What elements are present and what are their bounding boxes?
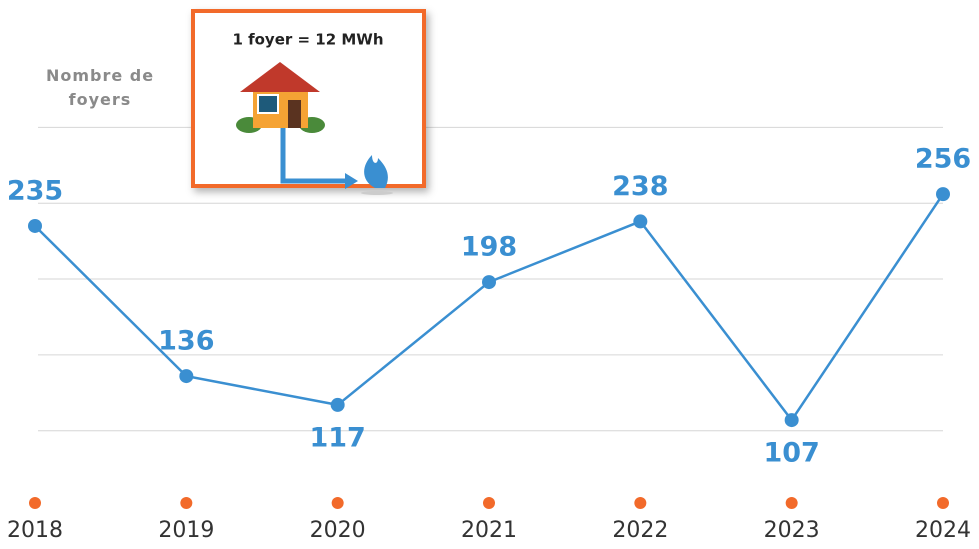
x-marker (483, 497, 495, 509)
point (331, 398, 345, 412)
point (936, 187, 950, 201)
point (633, 214, 647, 228)
data-label: 198 (461, 232, 517, 263)
data-label: 235 (7, 175, 63, 206)
x-tick-label: 2019 (158, 518, 214, 543)
x-marker (332, 497, 344, 509)
data-label: 256 (915, 144, 971, 175)
point (28, 219, 42, 233)
x-marker (29, 497, 41, 509)
point (482, 275, 496, 289)
data-label: 238 (612, 171, 668, 202)
line (35, 194, 943, 420)
point (785, 413, 799, 427)
page: 2018 2019 2020 2021 2022 2023 2024 235 136 117 198… (0, 0, 979, 549)
y-axis-label: Nombre de foyers (40, 64, 160, 112)
x-tick-label: 2020 (310, 518, 366, 543)
point (179, 369, 193, 383)
x-marker (937, 497, 949, 509)
x-marker (634, 497, 646, 509)
data-label: 136 (158, 326, 214, 357)
x-tick-label: 2024 (915, 518, 971, 543)
x-tick-label: 2023 (764, 518, 820, 543)
x-tick-label: 2018 (7, 518, 63, 543)
x-tick-label: 2021 (461, 518, 517, 543)
data-label: 117 (309, 422, 365, 453)
x-marker (786, 497, 798, 509)
data-label: 107 (763, 438, 819, 469)
x-tick-label: 2022 (612, 518, 668, 543)
x-marker (180, 497, 192, 509)
